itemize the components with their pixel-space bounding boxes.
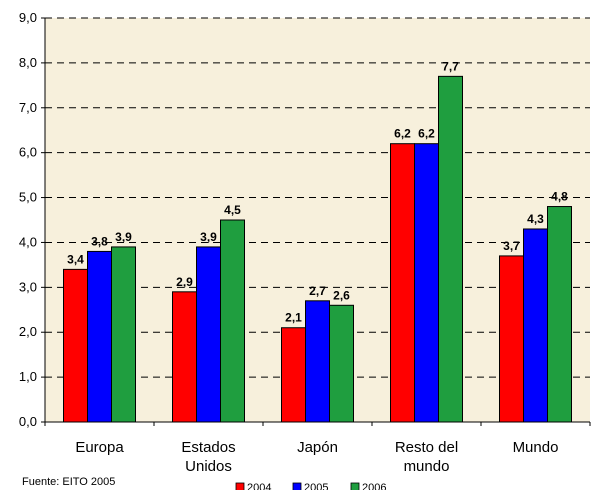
data-label: 3,8 xyxy=(91,234,108,248)
bar-2004-2 xyxy=(281,327,306,423)
data-label: 3,7 xyxy=(503,239,520,253)
x-axis-categories: Europa Estados Unidos Japón Resto del mundo Mu… xyxy=(44,422,591,475)
data-label: 3,9 xyxy=(200,230,217,244)
bar-2006-4 xyxy=(547,206,572,423)
data-label: 4,3 xyxy=(527,212,544,226)
bar-2004-1 xyxy=(172,291,197,423)
y-tick-label: 0,0 xyxy=(19,414,37,429)
data-label: 2,9 xyxy=(176,275,193,289)
y-tick-label: 8,0 xyxy=(19,55,37,70)
bar-2006-0 xyxy=(111,246,136,423)
bar-2005-0 xyxy=(87,250,112,423)
data-label: 2,6 xyxy=(333,288,350,302)
bar-2004-4 xyxy=(499,255,524,423)
data-label: 7,7 xyxy=(442,59,459,73)
bar-2006-2 xyxy=(329,304,354,423)
data-label: 6,2 xyxy=(394,127,411,141)
data-label: 6,2 xyxy=(418,127,435,141)
y-tick-label: 6,0 xyxy=(19,145,37,160)
data-label: 3,4 xyxy=(67,252,84,266)
legend-swatch-2004 xyxy=(235,482,245,490)
source-note: Fuente: EITO 2005 xyxy=(22,476,116,488)
y-tick-label: 2,0 xyxy=(19,324,37,339)
data-labels: 3,4 2,9 2,1 6,2 3,7 3,8 3,9 2,7 6,2 4,3 3,9 4,5 2,6 7… xyxy=(67,59,568,324)
legend-label: 2005 xyxy=(304,482,328,490)
legend-label: 2006 xyxy=(362,482,386,490)
legend-swatch-2005 xyxy=(292,482,302,490)
category-label: Japón xyxy=(297,439,338,456)
data-label: 4,8 xyxy=(551,190,568,204)
y-axis-ticks: 0,0 1,0 2,0 3,0 4,0 5,0 6,0 7,0 8,0 9,0 xyxy=(19,10,45,429)
category-label: Resto del mundo xyxy=(395,439,458,475)
bar-2005-4 xyxy=(523,228,548,423)
legend-swatch-2006 xyxy=(350,482,360,490)
category-label: Estados Unidos xyxy=(181,439,235,475)
legend: 2004 2005 2006 xyxy=(235,482,386,490)
bars xyxy=(63,75,572,423)
category-label: Mundo xyxy=(513,439,559,456)
data-label: 4,5 xyxy=(224,203,241,217)
bar-2004-0 xyxy=(63,268,88,423)
y-tick-label: 9,0 xyxy=(19,10,37,25)
y-tick-label: 7,0 xyxy=(19,100,37,115)
y-tick-label: 1,0 xyxy=(19,369,37,384)
data-label: 3,9 xyxy=(115,230,132,244)
category-label: Europa xyxy=(75,439,124,456)
data-label: 2,7 xyxy=(309,284,326,298)
bar-2006-3 xyxy=(438,75,463,423)
bar-2005-3 xyxy=(414,143,439,423)
bar-2004-3 xyxy=(390,143,415,423)
y-tick-label: 5,0 xyxy=(19,190,37,205)
y-tick-label: 4,0 xyxy=(19,234,37,249)
data-label: 2,1 xyxy=(285,311,302,325)
legend-label: 2004 xyxy=(247,482,271,490)
bar-2006-1 xyxy=(220,219,245,423)
bar-2005-2 xyxy=(305,300,330,423)
bar-2005-1 xyxy=(196,246,221,423)
y-tick-label: 3,0 xyxy=(19,279,37,294)
